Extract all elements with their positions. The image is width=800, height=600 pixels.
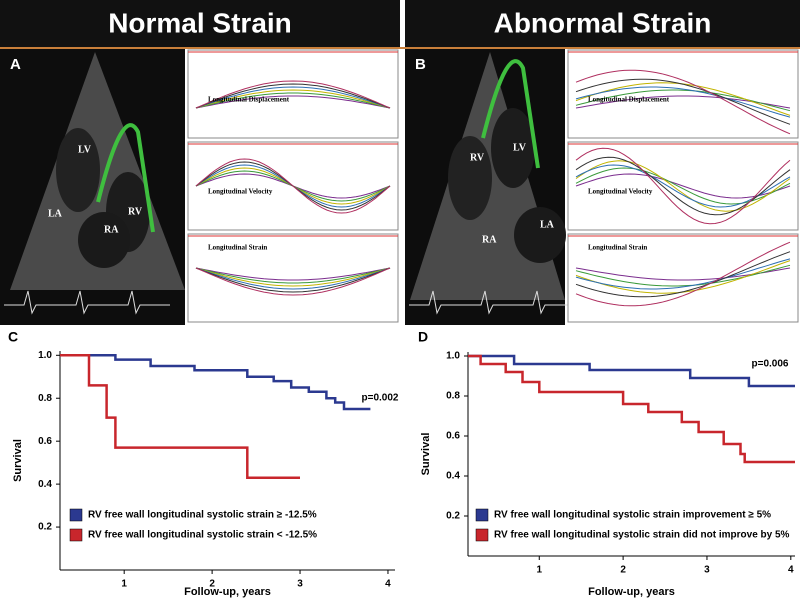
x-axis-label: Follow-up, years <box>588 586 675 598</box>
panel-title: Abnormal Strain <box>494 7 712 38</box>
plot-title: Longitudinal Strain <box>208 244 267 252</box>
strain-curve <box>575 241 791 307</box>
y-tick-label: 0.6 <box>38 436 52 447</box>
ecg-trace <box>409 290 575 315</box>
x-tick-label: 2 <box>620 565 626 576</box>
x-axis-label: Follow-up, years <box>184 586 271 598</box>
plot-title: Longitudinal Velocity <box>588 188 653 196</box>
strain-plot <box>187 49 399 139</box>
legend-swatch <box>69 508 83 522</box>
strain-curve <box>575 264 791 287</box>
y-tick-label: 0.4 <box>446 471 460 482</box>
y-axis-label: Survival <box>420 433 432 476</box>
plot-title: Longitudinal Displacement <box>208 96 290 104</box>
panel-label: A <box>10 56 21 73</box>
legend-label: RV free wall longitudinal systolic strai… <box>88 510 317 521</box>
strain-curve <box>195 267 391 296</box>
plot-title: Longitudinal Displacement <box>588 96 670 104</box>
panel-header-bg <box>405 0 800 48</box>
panel-title: Normal Strain <box>108 7 292 38</box>
p-value: p=0.002 <box>362 393 399 404</box>
echo-cavity <box>491 108 535 188</box>
legend-swatch <box>475 508 489 522</box>
chamber-label: LV <box>78 144 92 155</box>
survival-curve <box>60 354 371 411</box>
legend-label: RV free wall longitudinal systolic strai… <box>494 510 771 521</box>
panel-label: B <box>415 56 426 73</box>
strain-curve <box>195 95 391 109</box>
strain-curve <box>195 158 391 214</box>
plot-title: Longitudinal Strain <box>588 244 647 252</box>
echo-cavity <box>448 136 492 220</box>
strain-curve <box>195 267 391 290</box>
rv-trace <box>481 59 540 169</box>
x-tick-label: 1 <box>121 579 127 590</box>
panel-label: D <box>418 329 428 345</box>
y-tick-label: 1.0 <box>38 350 52 361</box>
x-tick-label: 4 <box>788 565 794 576</box>
strain-curve <box>575 147 791 225</box>
strain-curve <box>575 164 791 208</box>
y-tick-label: 0.2 <box>446 511 460 522</box>
strain-curve <box>195 92 391 109</box>
chamber-label: LA <box>540 219 555 230</box>
strain-curve <box>575 160 791 212</box>
y-tick-label: 0.8 <box>38 393 52 404</box>
y-tick-label: 0.4 <box>38 479 52 490</box>
y-axis-label: Survival <box>12 439 24 482</box>
chamber-label: RA <box>482 234 497 245</box>
chamber-label: RV <box>470 152 485 163</box>
x-tick-label: 3 <box>297 579 303 590</box>
y-tick-label: 0.6 <box>446 431 460 442</box>
strain-curve <box>575 156 791 216</box>
strain-curve <box>575 251 791 298</box>
strain-curve <box>575 69 791 135</box>
chamber-label: RA <box>104 224 119 235</box>
chamber-label: LV <box>513 142 527 153</box>
strain-curve <box>575 167 791 205</box>
y-tick-label: 0.2 <box>38 522 52 533</box>
strain-curve <box>195 89 391 109</box>
rv-trace <box>96 123 155 233</box>
panel-header-bg <box>0 0 400 48</box>
strain-curve <box>195 80 391 109</box>
strain-curve <box>195 267 391 287</box>
legend-swatch <box>69 528 83 542</box>
echo-cavity <box>514 207 566 263</box>
x-tick-label: 2 <box>209 579 215 590</box>
strain-plot <box>567 49 799 139</box>
survival-curve <box>60 354 300 479</box>
strain-curve <box>195 267 391 293</box>
echo-cavity <box>56 128 100 212</box>
chamber-label: RV <box>128 206 143 217</box>
legend-swatch <box>475 528 489 542</box>
strain-curve <box>575 86 791 118</box>
strain-curve <box>195 267 391 281</box>
x-tick-label: 1 <box>536 565 542 576</box>
legend-label: RV free wall longitudinal systolic strai… <box>494 530 790 541</box>
survival-curve <box>468 354 795 464</box>
p-value: p=0.006 <box>752 359 789 370</box>
x-tick-label: 3 <box>704 565 710 576</box>
strain-curve <box>195 86 391 109</box>
chamber-label: LA <box>48 208 63 219</box>
panel-label: C <box>8 329 18 345</box>
strain-curve <box>575 89 791 112</box>
ecg-trace <box>4 290 170 315</box>
survival-curve <box>468 354 795 388</box>
plot-title: Longitudinal Velocity <box>208 188 273 196</box>
y-tick-label: 1.0 <box>446 351 460 362</box>
legend-label: RV free wall longitudinal systolic strai… <box>88 530 317 541</box>
x-tick-label: 4 <box>385 579 391 590</box>
echo-cavity <box>78 212 130 268</box>
y-tick-label: 0.8 <box>446 391 460 402</box>
strain-curve <box>195 83 391 109</box>
top-border <box>0 47 800 49</box>
strain-curve <box>575 258 791 290</box>
strain-curve <box>195 267 391 284</box>
strain-curve <box>575 78 791 125</box>
